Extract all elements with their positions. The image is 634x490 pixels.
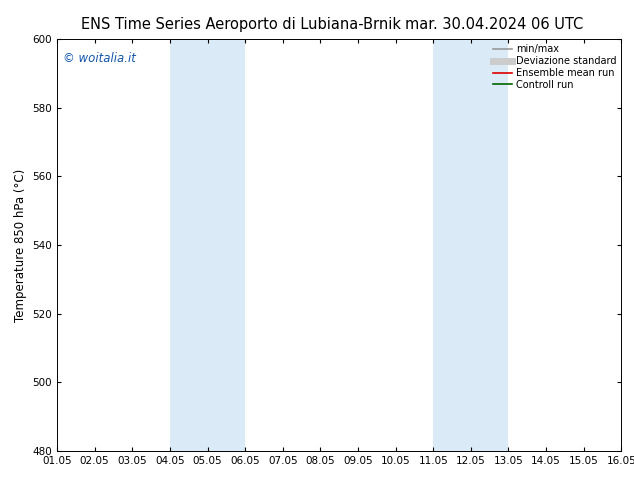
Legend: min/max, Deviazione standard, Ensemble mean run, Controll run: min/max, Deviazione standard, Ensemble m… [493,44,616,90]
Text: ENS Time Series Aeroporto di Lubiana-Brnik: ENS Time Series Aeroporto di Lubiana-Brn… [81,17,401,32]
Y-axis label: Temperature 850 hPa (°C): Temperature 850 hPa (°C) [14,169,27,321]
Bar [433,39,508,451]
Text: mar. 30.04.2024 06 UTC: mar. 30.04.2024 06 UTC [405,17,584,32]
Bar [170,39,245,451]
Text: © woitalia.it: © woitalia.it [63,51,136,65]
